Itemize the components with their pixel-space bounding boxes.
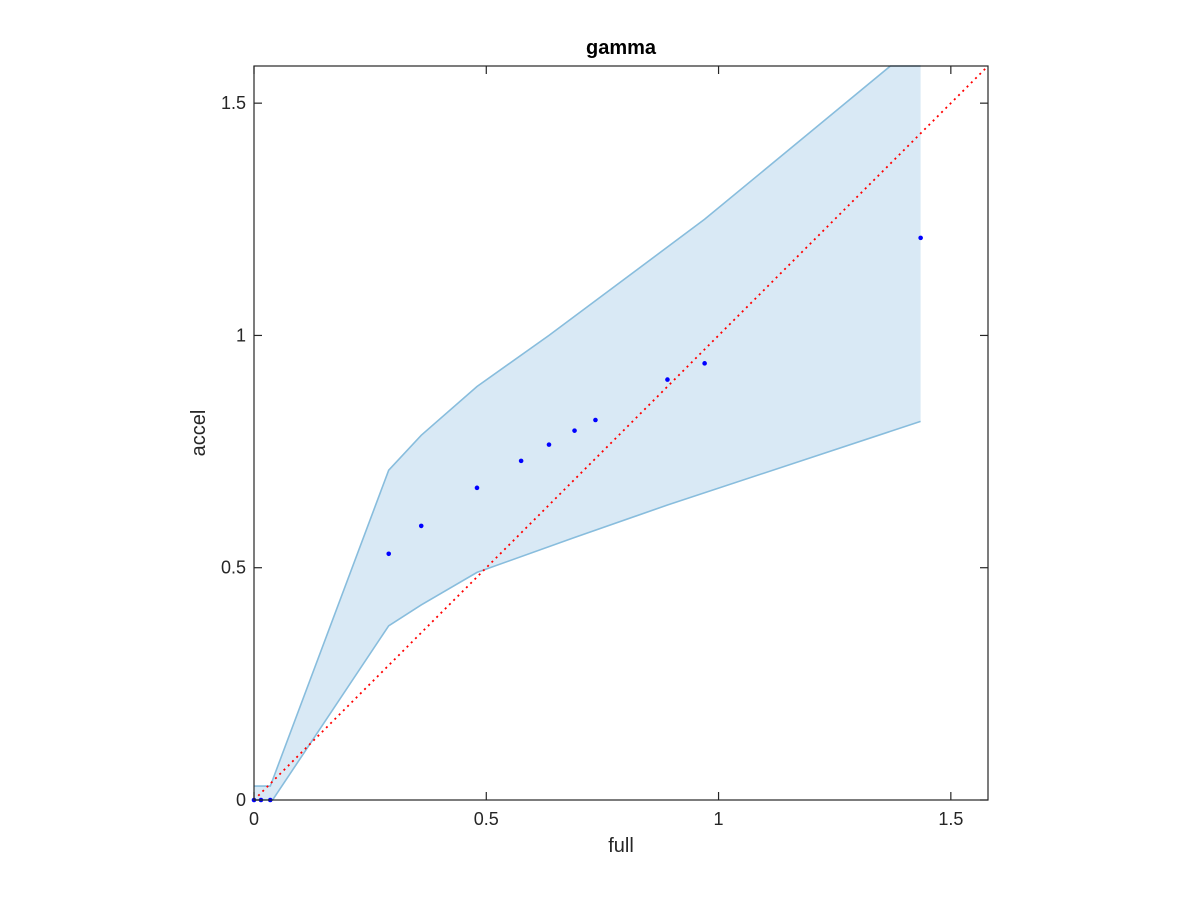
x-tick-label: 1 [714, 809, 724, 829]
reference-line-layer [253, 65, 989, 801]
axes-layer [253, 65, 989, 801]
data-point [593, 417, 598, 423]
chart-title: gamma [586, 37, 657, 59]
confidence-band-layer [254, 65, 921, 801]
data-points-layer [251, 235, 923, 803]
data-point [518, 458, 524, 464]
axes-box [253, 65, 989, 801]
data-point [702, 361, 707, 366]
confidence-band-area [254, 66, 921, 800]
data-point [546, 442, 552, 447]
data-point [418, 523, 424, 529]
x-axis-label: full [608, 835, 634, 857]
data-point [665, 377, 670, 382]
y-tick-label: 1 [236, 325, 246, 345]
y-tick-label: 0 [236, 790, 246, 810]
ticks-layer: 0 0.5 1 1.5 0 0.5 1 1.5 [221, 66, 988, 829]
band-lower-edge [254, 420, 921, 801]
data-point [386, 551, 392, 557]
x-tick-label: 0 [249, 809, 259, 829]
y-tick-label: 0.5 [221, 558, 246, 578]
x-tick-label: 1.5 [938, 809, 963, 829]
band-upper-edge [254, 65, 921, 787]
x-tick-label: 0.5 [474, 809, 499, 829]
reference-line [253, 65, 989, 801]
data-point [474, 485, 480, 491]
data-point [918, 235, 923, 241]
y-tick-label: 1.5 [221, 93, 246, 113]
data-point [572, 428, 577, 433]
y-axis-label: accel [188, 410, 210, 457]
